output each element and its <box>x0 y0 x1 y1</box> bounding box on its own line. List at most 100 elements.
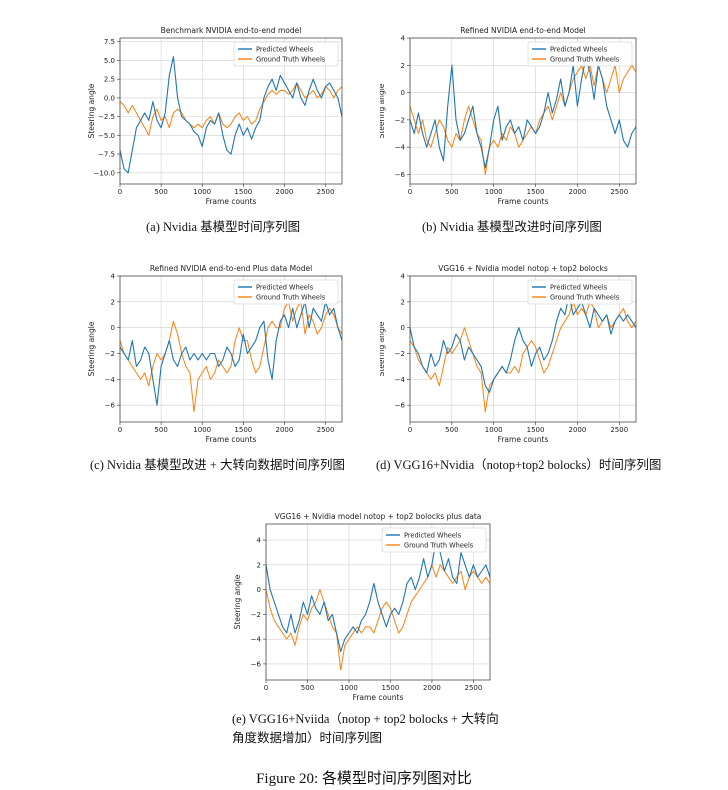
caption-a: (a) Nvidia 基模型时间序列图 <box>146 220 301 234</box>
caption-e-line-2: 角度数据增加）时间序列图 <box>232 731 383 745</box>
plot-frame <box>409 37 637 185</box>
y-tick-label: 0.0 <box>104 94 115 102</box>
y-tick-label: 4 <box>111 273 116 281</box>
plot-frame <box>265 523 491 681</box>
y-tick-label: 0 <box>257 586 261 594</box>
legend: Predicted Wheels Ground Truth Wheels <box>527 41 633 67</box>
y-tick-label: 2 <box>401 62 405 70</box>
legend-box <box>527 279 633 305</box>
x-tick-label: 1000 <box>485 188 503 196</box>
figure-caption: Figure 20: 各模型时间序列图对比 <box>256 771 472 787</box>
y-tick-label: −2 <box>251 611 261 619</box>
x-tick-label: 1000 <box>193 426 211 434</box>
plot-frame <box>409 275 637 423</box>
legend-label-ground-truth: Ground Truth Wheels <box>550 55 620 63</box>
y-tick-label: −6 <box>395 402 406 410</box>
chart-a-svg: Benchmark NVIDIA end-to-end model 0 500 100… <box>84 20 346 205</box>
x-tick-label: 500 <box>445 188 458 196</box>
y-tick-label: 2 <box>401 298 405 306</box>
chart-panel-a: Benchmark NVIDIA end-to-end model 0 500 100… <box>84 20 346 205</box>
y-tick-label: −2 <box>105 350 115 358</box>
chart-b-svg: Refined NVIDIA end-to-end Model 0 500 1000 1… <box>380 20 642 205</box>
legend-box <box>381 527 487 553</box>
y-tick-label: −4 <box>395 144 406 152</box>
chart-c-svg: Refined NVIDIA end-to-end Plus data Mode… <box>84 258 346 443</box>
x-tick-label: 2500 <box>610 188 628 196</box>
x-tick-label: 0 <box>408 188 412 196</box>
legend-label-predicted: Predicted Wheels <box>404 531 462 539</box>
chart-title: VGG16 + Nvidia model notop + top2 bolock… <box>438 264 608 273</box>
legend-box <box>233 41 339 67</box>
legend-box <box>527 41 633 67</box>
chart-panel-d: VGG16 + Nvidia model notop + top2 bolock… <box>380 258 642 443</box>
y-tick-label: 4 <box>401 35 406 43</box>
y-axis-label: Steering angle <box>87 83 96 138</box>
y-axis-label: Steering angle <box>233 574 242 629</box>
x-tick-label: 2500 <box>464 684 482 692</box>
caption-b: (b) Nvidia 基模型改进时间序列图 <box>422 220 602 234</box>
series-ground-truth-line <box>120 82 342 136</box>
y-tick-label: 4 <box>401 273 406 281</box>
caption-e: (e) VGG16+Nviida（notop + top2 bolocks + … <box>232 710 499 748</box>
legend: Predicted Wheels Ground Truth Wheels <box>381 527 487 553</box>
legend: Predicted Wheels Ground Truth Wheels <box>233 41 339 67</box>
x-tick-label: 500 <box>154 188 167 196</box>
legend-label-ground-truth: Ground Truth Wheels <box>256 55 326 63</box>
legend-label-ground-truth: Ground Truth Wheels <box>404 541 474 549</box>
legend: Predicted Wheels Ground Truth Wheels <box>233 279 339 305</box>
y-tick-label: 0 <box>111 324 115 332</box>
y-tick-label: −4 <box>395 376 406 384</box>
y-axis-label: Steering angle <box>87 321 96 376</box>
x-tick-label: 500 <box>301 684 314 692</box>
x-tick-label: 1000 <box>340 684 358 692</box>
x-tick-label: 1500 <box>234 426 252 434</box>
y-tick-label: 0 <box>401 89 405 97</box>
legend-label-predicted: Predicted Wheels <box>256 283 314 291</box>
series-predicted-line <box>120 56 342 174</box>
x-tick-label: 1500 <box>527 188 545 196</box>
y-tick-label: −2 <box>395 350 405 358</box>
legend-box <box>233 279 339 305</box>
x-tick-label: 1500 <box>234 188 252 196</box>
x-tick-label: 0 <box>264 684 268 692</box>
x-axis-label: Frame counts <box>353 693 404 702</box>
x-tick-label: 2000 <box>276 426 294 434</box>
x-tick-label: 1000 <box>193 188 211 196</box>
legend-label-ground-truth: Ground Truth Wheels <box>550 293 620 301</box>
y-tick-label: −6 <box>395 171 406 179</box>
y-tick-label: −7.5 <box>98 151 115 159</box>
chart-title: VGG16 + Nvidia model notop + top2 bolock… <box>275 512 482 521</box>
x-tick-label: 0 <box>408 426 412 434</box>
x-tick-label: 2000 <box>423 684 441 692</box>
caption-e-line-1: (e) VGG16+Nviida（notop + top2 bolocks + … <box>232 712 499 726</box>
series-predicted-line <box>266 539 490 653</box>
y-axis-label: Steering angle <box>380 321 386 376</box>
x-axis-label: Frame counts <box>206 435 257 443</box>
legend-label-predicted: Predicted Wheels <box>550 283 608 291</box>
x-tick-label: 2500 <box>317 188 335 196</box>
y-tick-label: 5.0 <box>104 57 115 65</box>
y-tick-label: 2.5 <box>104 76 115 84</box>
series-ground-truth-line <box>266 564 490 671</box>
caption-c: (c) Nvidia 基模型改进 + 大转向数据时间序列图 <box>90 458 345 472</box>
x-axis-label: Frame counts <box>498 435 549 443</box>
x-tick-label: 2000 <box>568 426 586 434</box>
x-tick-label: 0 <box>118 426 122 434</box>
y-tick-label: 0 <box>401 324 405 332</box>
legend-label-ground-truth: Ground Truth Wheels <box>256 293 326 301</box>
y-tick-label: −6 <box>251 660 262 668</box>
legend: Predicted Wheels Ground Truth Wheels <box>527 279 633 305</box>
plot-frame <box>119 37 343 185</box>
y-tick-label: −5.0 <box>98 132 115 140</box>
x-tick-label: 500 <box>445 426 458 434</box>
x-tick-label: 500 <box>154 426 167 434</box>
chart-e-svg: VGG16 + Nvidia model notop + top2 bolock… <box>232 506 494 702</box>
x-axis-label: Frame counts <box>206 197 257 205</box>
plot-frame <box>119 275 343 423</box>
y-axis-label: Steering angle <box>380 83 386 138</box>
legend-label-predicted: Predicted Wheels <box>256 45 314 53</box>
y-tick-label: −2 <box>395 116 405 124</box>
x-tick-label: 1500 <box>527 426 545 434</box>
x-tick-label: 2500 <box>610 426 628 434</box>
chart-title: Benchmark NVIDIA end-to-end model <box>161 26 302 35</box>
